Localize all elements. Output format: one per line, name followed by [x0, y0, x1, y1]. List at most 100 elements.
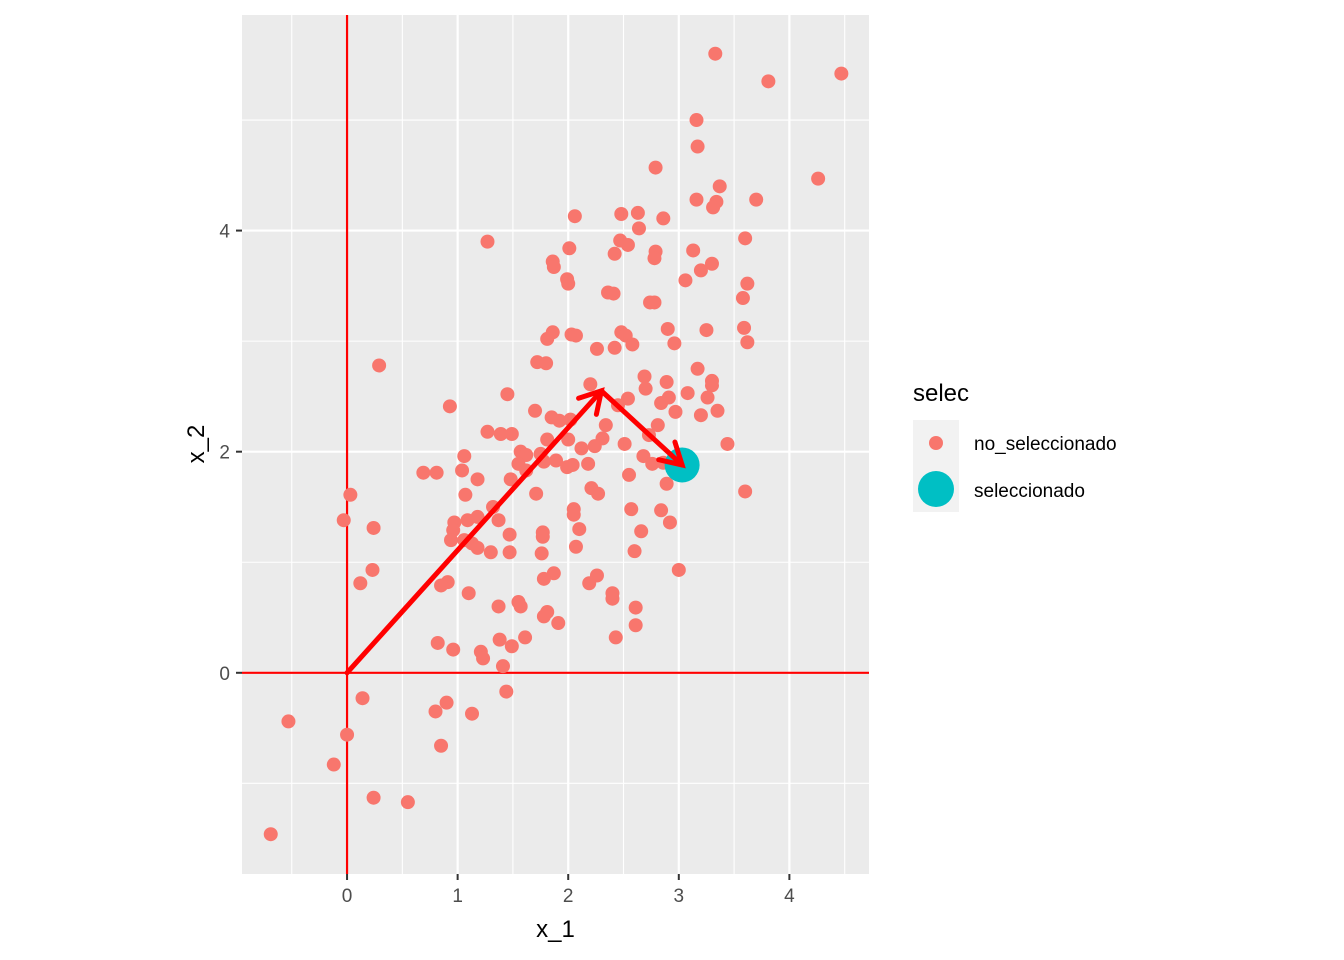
point-no-seleccionado	[470, 540, 485, 555]
point-no-seleccionado	[660, 321, 675, 336]
point-no-seleccionado	[700, 390, 715, 405]
point-no-seleccionado	[493, 426, 508, 441]
point-no-seleccionado	[581, 456, 596, 471]
point-no-seleccionado	[428, 704, 443, 719]
point-no-seleccionado	[503, 472, 518, 487]
point-no-seleccionado	[434, 578, 449, 593]
point-no-seleccionado	[281, 714, 296, 729]
point-no-seleccionado	[634, 524, 649, 539]
point-no-seleccionado	[534, 546, 549, 561]
point-no-seleccionado	[567, 209, 582, 224]
x-tick-label: 4	[784, 886, 795, 907]
point-no-seleccionado	[740, 335, 755, 350]
point-no-seleccionado	[607, 246, 622, 261]
point-no-seleccionado	[720, 436, 735, 451]
point-no-seleccionado	[645, 456, 660, 471]
point-no-seleccionado	[461, 586, 476, 601]
point-no-seleccionado	[495, 659, 510, 674]
point-no-seleccionado	[458, 487, 473, 502]
point-no-seleccionado	[680, 386, 695, 401]
y-axis: 0 2 4	[219, 222, 242, 685]
point-no-seleccionado	[591, 486, 606, 501]
point-no-seleccionado	[667, 336, 682, 351]
arrow-shaft-1	[598, 388, 685, 468]
point-no-seleccionado	[738, 484, 753, 499]
point-no-seleccionado	[430, 635, 445, 650]
point-no-seleccionado	[434, 738, 449, 753]
point-no-seleccionado	[366, 790, 381, 805]
point-no-seleccionado	[552, 413, 567, 428]
point-no-seleccionado	[336, 513, 351, 528]
y-tick-label: 4	[219, 222, 230, 243]
point-no-seleccionado	[708, 46, 723, 61]
point-no-seleccionado	[738, 231, 753, 246]
x-axis-title: x_1	[536, 916, 575, 943]
point-no-seleccionado	[834, 66, 849, 81]
point-no-seleccionado	[587, 439, 602, 454]
point-no-seleccionado	[693, 408, 708, 423]
point-no-seleccionado	[625, 337, 640, 352]
point-no-seleccionado	[686, 243, 701, 258]
point-no-seleccionado	[480, 424, 495, 439]
point-no-seleccionado	[546, 260, 561, 275]
point-no-seleccionado	[502, 527, 517, 542]
point-no-seleccionado	[690, 139, 705, 154]
point-no-seleccionado	[491, 599, 506, 614]
point-no-seleccionado	[630, 205, 645, 220]
point-no-seleccionado	[647, 251, 662, 266]
point-no-seleccionado	[536, 609, 551, 624]
point-no-seleccionado	[492, 632, 507, 647]
point-no-seleccionado	[446, 642, 461, 657]
point-no-seleccionado	[539, 356, 554, 371]
point-no-seleccionado	[504, 639, 519, 654]
point-no-seleccionado	[480, 234, 495, 249]
point-no-seleccionado	[535, 529, 550, 544]
legend: selec no_seleccionado seleccionado	[913, 380, 1117, 512]
point-no-seleccionado	[536, 571, 551, 586]
point-no-seleccionado	[491, 513, 506, 528]
point-no-seleccionado	[637, 369, 652, 384]
point-no-seleccionado	[353, 576, 368, 591]
point-no-seleccionado	[607, 340, 622, 355]
point-no-seleccionado	[668, 404, 683, 419]
point-no-seleccionado	[504, 426, 519, 441]
point-no-seleccionado	[628, 600, 643, 615]
point-no-seleccionado	[654, 503, 669, 518]
point-no-seleccionado	[740, 276, 755, 291]
point-no-seleccionado	[540, 432, 555, 447]
point-no-seleccionado	[620, 391, 635, 406]
point-no-seleccionado	[565, 457, 580, 472]
x-tick-label: 1	[452, 886, 463, 907]
point-no-seleccionado	[416, 465, 431, 480]
point-no-seleccionado	[638, 381, 653, 396]
point-no-seleccionado	[263, 827, 278, 842]
point-no-seleccionado	[528, 403, 543, 418]
x-axis: 0 1 2 3 4	[342, 874, 795, 907]
point-no-seleccionado	[617, 436, 632, 451]
point-no-seleccionado	[502, 545, 517, 560]
point-no-seleccionado	[355, 691, 370, 706]
point-no-seleccionado	[549, 453, 564, 468]
point-no-seleccionado	[614, 206, 629, 221]
point-no-seleccionado	[429, 465, 444, 480]
point-no-seleccionado	[631, 221, 646, 236]
point-no-seleccionado	[444, 533, 458, 548]
point-no-seleccionado	[605, 591, 620, 606]
point-no-seleccionado	[589, 341, 604, 356]
point-no-seleccionado	[699, 323, 714, 338]
point-no-seleccionado	[568, 328, 583, 343]
point-no-seleccionado	[706, 200, 721, 215]
point-no-seleccionado	[689, 113, 704, 128]
point-no-seleccionado	[811, 171, 826, 186]
point-no-seleccionado	[656, 211, 671, 226]
point-no-seleccionado	[678, 273, 693, 288]
point-no-seleccionado	[574, 441, 589, 456]
point-no-seleccionado	[366, 520, 381, 535]
legend-label-no-seleccionado: no_seleccionado	[974, 434, 1117, 455]
point-no-seleccionado	[326, 757, 341, 772]
point-no-seleccionado	[561, 276, 576, 291]
point-no-seleccionado	[572, 522, 587, 537]
point-no-seleccionado	[561, 432, 576, 447]
point-no-seleccionado	[650, 418, 665, 433]
